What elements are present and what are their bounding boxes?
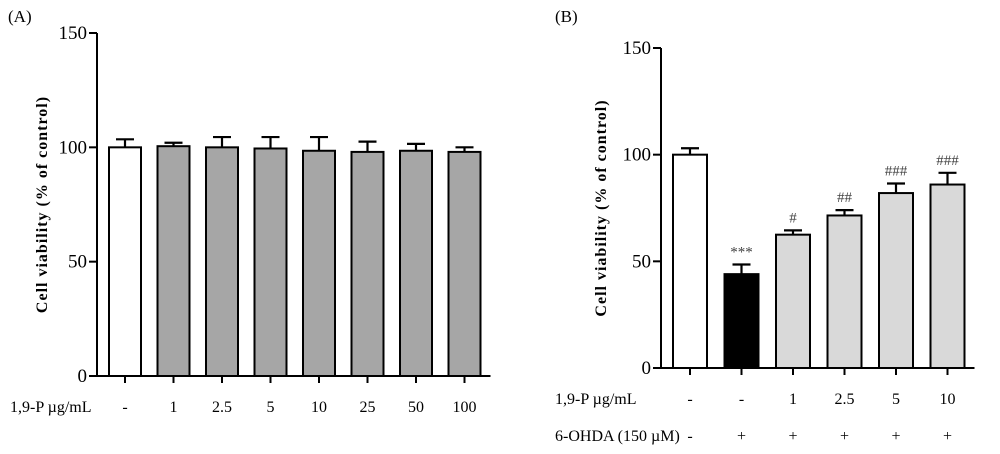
y-tick-label: 50	[68, 252, 87, 273]
x-tick-label: 2.5	[212, 399, 232, 416]
x-tick-label: 5	[267, 399, 275, 416]
x-tick-label: 5	[892, 391, 900, 408]
bar	[108, 146, 142, 377]
bar	[929, 183, 966, 369]
row-label: 1,9-P µg/mL	[10, 399, 92, 416]
y-tick-label: 150	[59, 23, 88, 44]
y-axis-label: Cell viability (% of control)	[593, 99, 610, 316]
x-tick-label: 10	[940, 391, 956, 408]
significance-label: #	[789, 210, 797, 226]
y-axis-label: Cell viability (% of control)	[34, 96, 51, 313]
x-tick-label: 10	[311, 399, 327, 416]
y-tick-label: 150	[623, 38, 652, 59]
treatment-label: +	[943, 428, 952, 445]
bar	[723, 273, 760, 369]
bar	[775, 233, 811, 369]
x-tick-label: -	[739, 391, 744, 408]
x-tick-label: 1	[789, 391, 797, 408]
bar	[253, 147, 288, 377]
y-tick-label: 100	[59, 137, 88, 158]
treatment-label: +	[737, 428, 746, 445]
y-tick-label: 0	[642, 358, 652, 379]
panel-label: (A)	[8, 7, 32, 26]
y-tick-label: 50	[632, 251, 651, 272]
y-tick-label: 0	[78, 366, 88, 387]
x-tick-label: -	[122, 399, 127, 416]
x-tick-label: 50	[408, 399, 424, 416]
bar	[826, 214, 863, 369]
bar	[672, 153, 708, 369]
bar	[302, 149, 336, 377]
bar	[447, 150, 482, 377]
bar	[156, 145, 191, 377]
row-label: 6-OHDA (150 µM)	[555, 428, 680, 445]
x-tick-label: 2.5	[835, 391, 855, 408]
bar	[399, 149, 433, 377]
significance-label: ###	[885, 163, 908, 179]
y-tick-label: 100	[623, 145, 652, 166]
bar	[350, 150, 385, 377]
bar	[205, 146, 239, 377]
bar	[878, 192, 914, 369]
significance-label: ###	[936, 153, 959, 169]
significance-label: ***	[730, 245, 753, 261]
panel-label: (B)	[555, 7, 578, 26]
treatment-label: -	[687, 428, 692, 445]
x-tick-label: 100	[453, 399, 477, 416]
treatment-label: +	[891, 428, 900, 445]
treatment-label: +	[840, 428, 849, 445]
x-tick-label: 1	[170, 399, 178, 416]
x-tick-label: -	[687, 391, 692, 408]
significance-label: ##	[837, 190, 853, 206]
row-label: 1,9-P µg/mL	[555, 391, 637, 408]
treatment-label: +	[788, 428, 797, 445]
x-tick-label: 25	[360, 399, 376, 416]
